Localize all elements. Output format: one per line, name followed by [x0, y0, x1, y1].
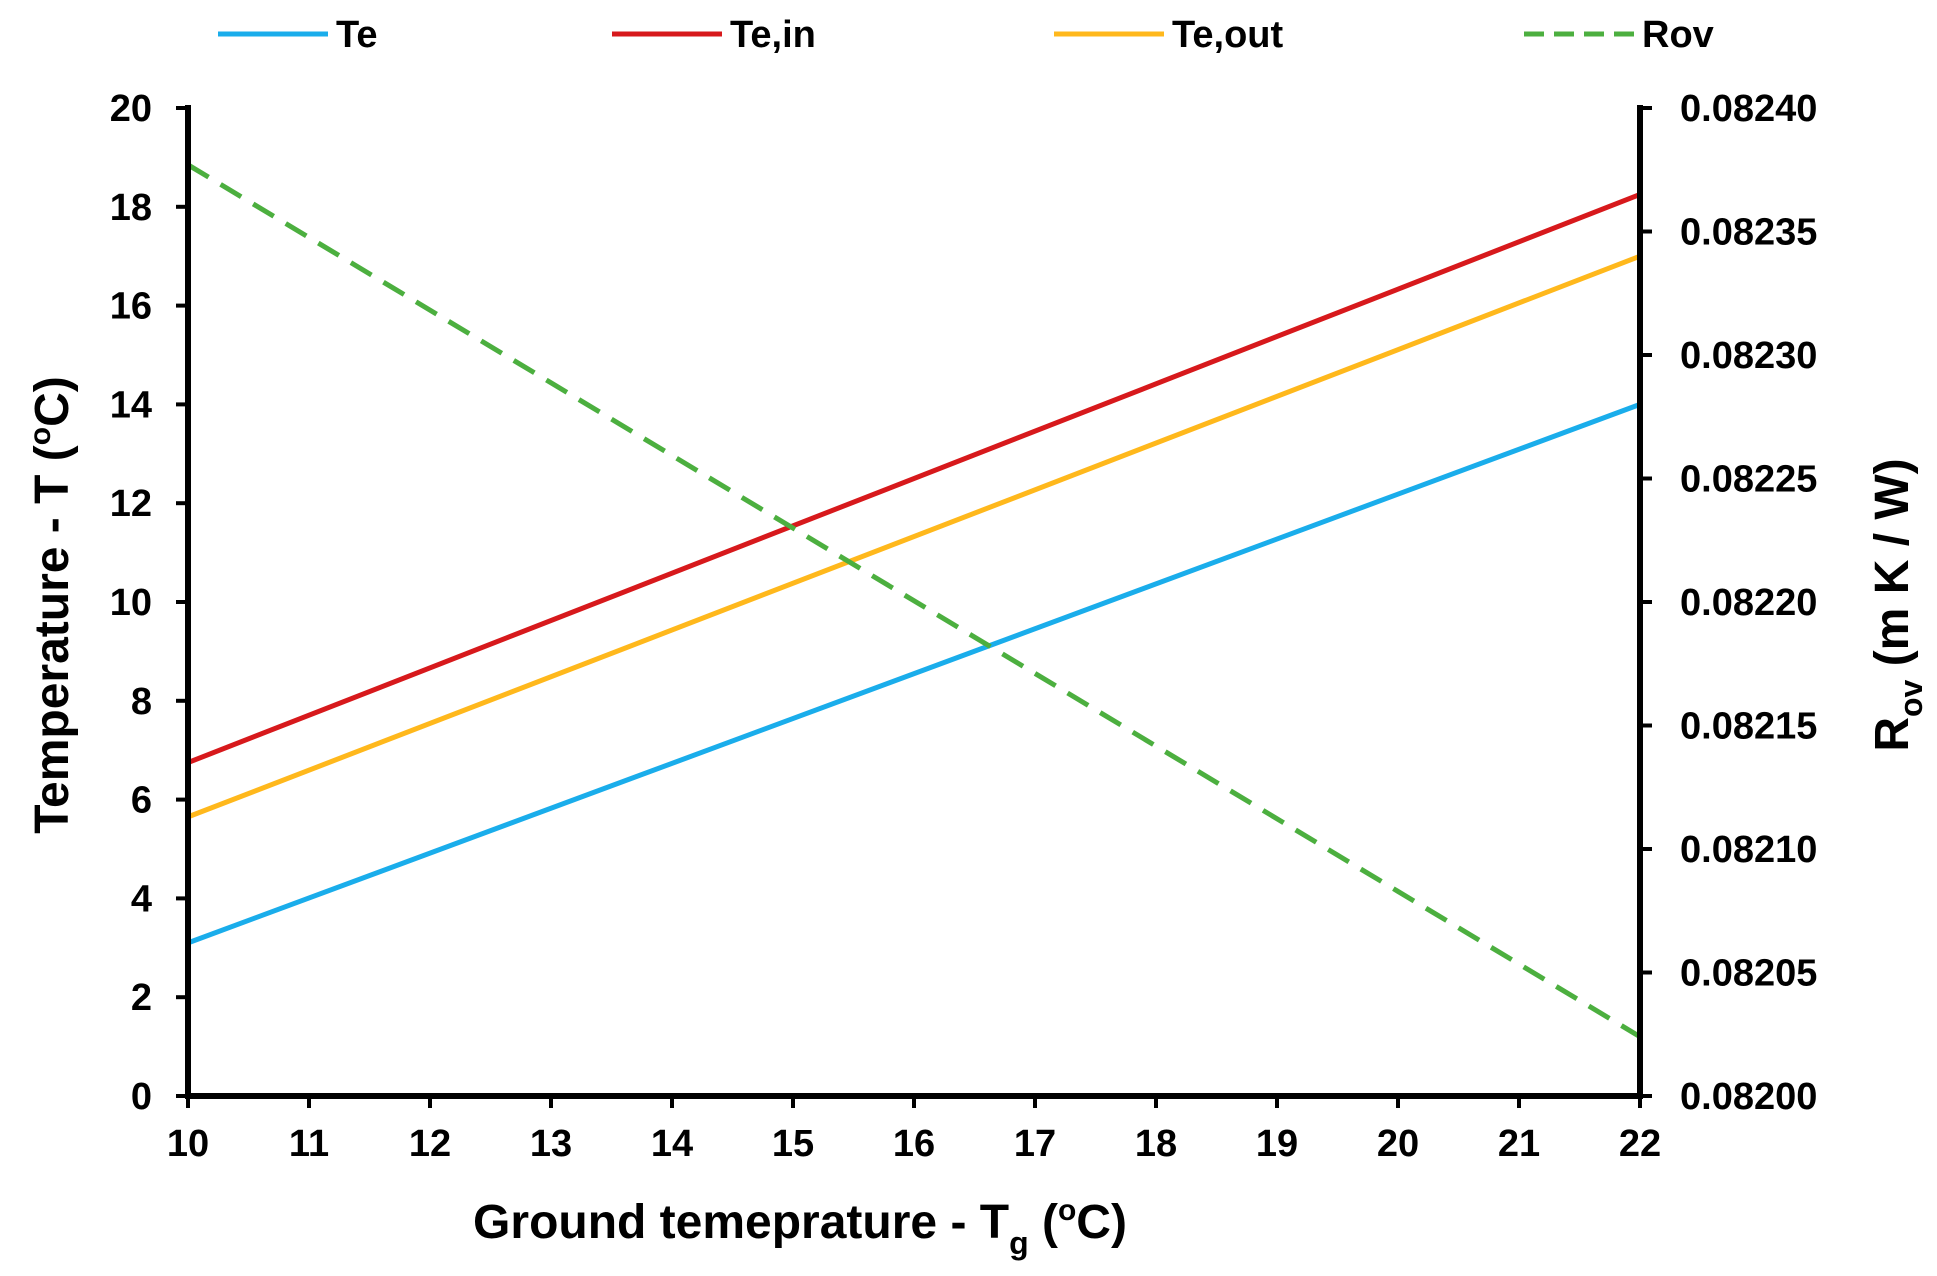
- x-tick-label: 22: [1619, 1123, 1661, 1165]
- x-tick-label: 15: [772, 1123, 814, 1165]
- x-axis-title-unit-letter: C: [1076, 1196, 1111, 1249]
- x-tick-label: 17: [1014, 1123, 1056, 1165]
- x-tick-label: 11: [289, 1123, 329, 1165]
- left-y-tick-label: 0: [131, 1076, 152, 1118]
- right-y-tick-label: 0.08215: [1680, 706, 1817, 748]
- series-line-te-out: [187, 253, 1641, 820]
- left-y-tick-label: 14: [110, 384, 152, 426]
- x-tick-label: 12: [409, 1123, 451, 1165]
- left-y-tick-label: 18: [110, 187, 152, 229]
- left-y-axis-title-paren-close: ): [26, 376, 79, 392]
- x-tick-label: 16: [893, 1123, 935, 1165]
- x-axis-title-text: Ground temeprature - T: [473, 1196, 1009, 1249]
- left-y-axis-title-unit-sup: o: [24, 427, 57, 445]
- x-tick-label: 20: [1377, 1123, 1419, 1165]
- ticks-layer: 10 11 12 13 14 15 16 17 18 19 20 21 22 0 2 4 6 8 10 12 14 16 1…: [110, 88, 1818, 1165]
- left-y-tick-label: 16: [110, 286, 152, 328]
- legend-label: Rov: [1642, 14, 1714, 56]
- series-line-rov: [186, 162, 1642, 1039]
- legend-label: Te,in: [730, 14, 816, 56]
- right-y-axis-title-space: [1866, 666, 1919, 679]
- right-y-tick-label: 0.08230: [1680, 335, 1817, 377]
- left-y-tick-label: 8: [131, 681, 152, 723]
- x-tick-label: 19: [1256, 1123, 1298, 1165]
- x-tick-label: 10: [167, 1123, 209, 1165]
- right-y-axis-title-units: (m K / W): [1866, 458, 1919, 666]
- right-y-tick-label: 0.08205: [1680, 953, 1817, 995]
- legend: Te Te,in Te,out Rov: [218, 14, 1714, 56]
- right-y-tick-label: 0.08240: [1680, 88, 1817, 130]
- x-tick-label: 21: [1498, 1123, 1540, 1165]
- right-y-axis-title-subscript: ov: [1893, 679, 1929, 717]
- series-line-te-in: [187, 192, 1641, 765]
- left-y-axis-title-text: Temperature - T (: [26, 445, 79, 834]
- right-y-axis-title: Rov (m K / W): [1866, 458, 1929, 751]
- series-layer: [186, 162, 1642, 1039]
- left-y-axis-title: Temperature - T (oC): [24, 376, 79, 833]
- x-axis-title: Ground temeprature - Tg (oC): [473, 1194, 1127, 1261]
- left-y-tick-label: 2: [131, 977, 152, 1019]
- x-axis-title-unit-sup: o: [1058, 1194, 1076, 1227]
- right-y-tick-label: 0.08210: [1680, 829, 1817, 871]
- x-tick-label: 13: [530, 1123, 572, 1165]
- left-y-tick-label: 12: [110, 483, 152, 525]
- legend-label: Te,out: [1172, 14, 1284, 56]
- x-tick-label: 14: [651, 1123, 693, 1165]
- left-y-tick-label: 4: [131, 878, 152, 920]
- left-y-axis-title-unit-letter: C: [26, 392, 79, 427]
- left-y-tick-label: 10: [110, 582, 152, 624]
- right-y-axis-title-main: R: [1866, 717, 1919, 752]
- left-y-tick-label: 20: [110, 88, 152, 130]
- series-line-te: [187, 402, 1641, 946]
- legend-label: Te: [336, 14, 378, 56]
- x-tick-label: 18: [1135, 1123, 1177, 1165]
- x-axis-title-paren-open: (: [1029, 1196, 1058, 1249]
- right-y-tick-label: 0.08220: [1680, 582, 1817, 624]
- x-axis-title-subscript: g: [1009, 1225, 1029, 1261]
- right-y-tick-label: 0.08225: [1680, 459, 1817, 501]
- right-y-tick-label: 0.08235: [1680, 212, 1817, 254]
- left-y-tick-label: 6: [131, 780, 152, 822]
- x-axis-title-paren-close: ): [1111, 1196, 1127, 1249]
- right-y-tick-label: 0.08200: [1680, 1076, 1817, 1118]
